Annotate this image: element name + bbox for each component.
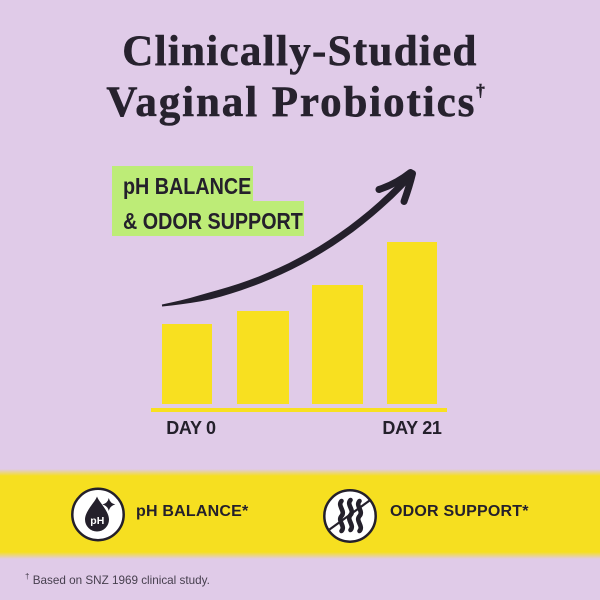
svg-text:pH: pH [90, 515, 104, 527]
